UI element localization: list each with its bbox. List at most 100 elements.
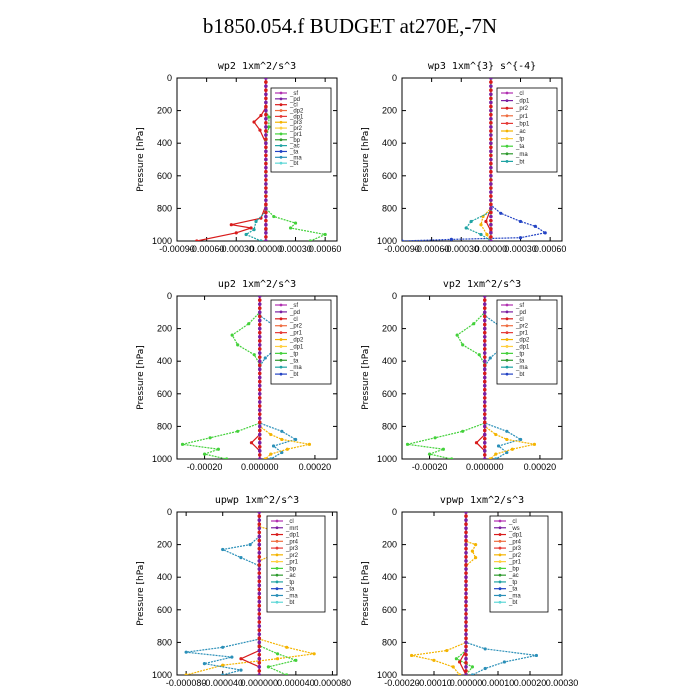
legend-label: _ac <box>508 573 519 579</box>
y-tick-label: 1000 <box>377 670 397 680</box>
legend-marker <box>279 144 283 148</box>
legend-marker <box>498 573 502 577</box>
zero-profile-marker <box>257 526 262 531</box>
zero-profile-marker <box>464 608 468 612</box>
zero-profile-marker <box>489 100 493 105</box>
x-tick-label: 0.00060 <box>309 244 342 254</box>
zero-profile-marker <box>489 84 493 88</box>
legend-label: _pr2 <box>515 324 529 330</box>
y-tick-label: 0 <box>167 73 172 83</box>
zero-profile-marker <box>264 186 268 190</box>
y-tick-label: 1000 <box>377 236 397 246</box>
legend-label: _ta <box>289 358 299 364</box>
zero-profile-marker <box>482 326 487 331</box>
legend-marker <box>505 345 509 348</box>
legend-marker <box>498 560 502 564</box>
legend-label: _pr1 <box>289 331 303 337</box>
zero-profile-marker <box>257 624 262 628</box>
data-point <box>496 444 501 448</box>
zero-profile-marker <box>464 571 468 575</box>
zero-profile-marker <box>464 656 468 661</box>
zero-profile-marker <box>464 546 468 551</box>
zero-profile-marker <box>482 367 487 372</box>
zero-profile-marker <box>264 96 268 101</box>
legend-box <box>270 299 332 385</box>
data-point <box>483 647 487 651</box>
x-tick-label: 0.000080 <box>314 678 352 688</box>
zero-profile-marker <box>464 522 468 527</box>
legend-marker <box>505 310 509 314</box>
zero-profile-marker <box>464 644 468 649</box>
legend-marker <box>279 91 283 95</box>
zero-profile-marker <box>489 210 493 215</box>
legend-label: _ws <box>508 526 520 532</box>
legend-label: _sf <box>289 303 298 309</box>
zero-profile-marker <box>464 591 468 596</box>
legend-marker <box>505 99 509 102</box>
legend-marker <box>275 546 279 550</box>
data-point <box>252 227 256 232</box>
zero-profile-marker <box>482 322 487 327</box>
zero-profile-marker <box>257 669 262 673</box>
data-point <box>249 226 253 230</box>
legend-marker <box>279 331 283 335</box>
legend-marker <box>279 372 283 376</box>
zero-profile-marker <box>489 116 493 121</box>
legend-box <box>266 515 326 613</box>
zero-profile-marker <box>257 343 262 347</box>
zero-profile-marker <box>264 165 268 170</box>
data-point <box>184 673 188 675</box>
legend-marker <box>505 160 509 163</box>
data-point <box>454 657 458 661</box>
zero-profile-marker <box>257 530 262 535</box>
data-point <box>499 211 503 215</box>
zero-profile-marker <box>257 636 262 641</box>
data-point <box>494 452 498 456</box>
x-tick-label: -0.00060 <box>189 244 225 254</box>
y-tick-label: 400 <box>382 138 397 148</box>
legend-label: _ma <box>515 152 528 158</box>
data-point <box>234 231 238 235</box>
legend-marker <box>275 560 279 564</box>
zero-profile-marker <box>257 567 262 571</box>
zero-profile-marker <box>482 339 487 343</box>
legend-marker <box>505 338 509 341</box>
legend-label: _ma <box>508 593 521 599</box>
x-tick-label: 0.000000 <box>241 678 279 688</box>
legend-marker <box>505 324 509 328</box>
zero-profile-marker <box>482 318 487 323</box>
zero-profile-marker <box>264 218 268 223</box>
x-tick-label: 0.00060 <box>534 244 567 254</box>
legend-marker <box>498 553 502 557</box>
legend-label: _bt <box>515 159 525 165</box>
data-point <box>254 219 258 224</box>
legend: _cl _dp1_pr2 _pr1_bp1 _ac _tp_ta _ma_bt <box>496 87 558 173</box>
zero-profile-marker <box>489 186 493 190</box>
zero-profile-marker <box>257 546 262 551</box>
zero-profile-marker <box>489 153 493 158</box>
legend-label: _ac <box>285 573 296 579</box>
y-tick-label: 1000 <box>152 454 172 464</box>
data-point <box>450 457 454 459</box>
zero-profile-marker <box>482 404 487 408</box>
legend-label: _ma <box>285 593 298 599</box>
zero-profile-marker <box>264 100 268 105</box>
zero-profile-marker <box>464 660 468 665</box>
data-point <box>532 442 537 446</box>
data-point <box>519 437 523 442</box>
zero-profile-marker <box>264 194 268 198</box>
y-tick-label: 1000 <box>152 670 172 680</box>
data-point <box>269 457 273 459</box>
y-tick-label: 200 <box>157 324 172 334</box>
series-line-cl <box>196 78 267 241</box>
data-point <box>483 666 487 671</box>
zero-profile-marker <box>257 392 262 396</box>
zero-profile-marker <box>464 583 468 588</box>
series-line-ac <box>244 78 267 241</box>
data-point <box>239 668 243 672</box>
zero-profile-marker <box>482 347 487 351</box>
data-point <box>280 437 284 442</box>
panel-3: up2 1xm^2/s^3 Pressure [hPa] 0 200 400 600 800… <box>136 279 338 472</box>
zero-profile-marker <box>464 595 468 600</box>
